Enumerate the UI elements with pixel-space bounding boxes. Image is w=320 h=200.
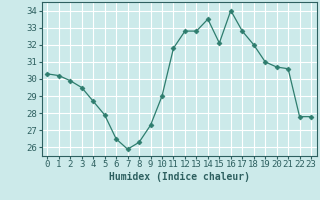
X-axis label: Humidex (Indice chaleur): Humidex (Indice chaleur) [109,172,250,182]
